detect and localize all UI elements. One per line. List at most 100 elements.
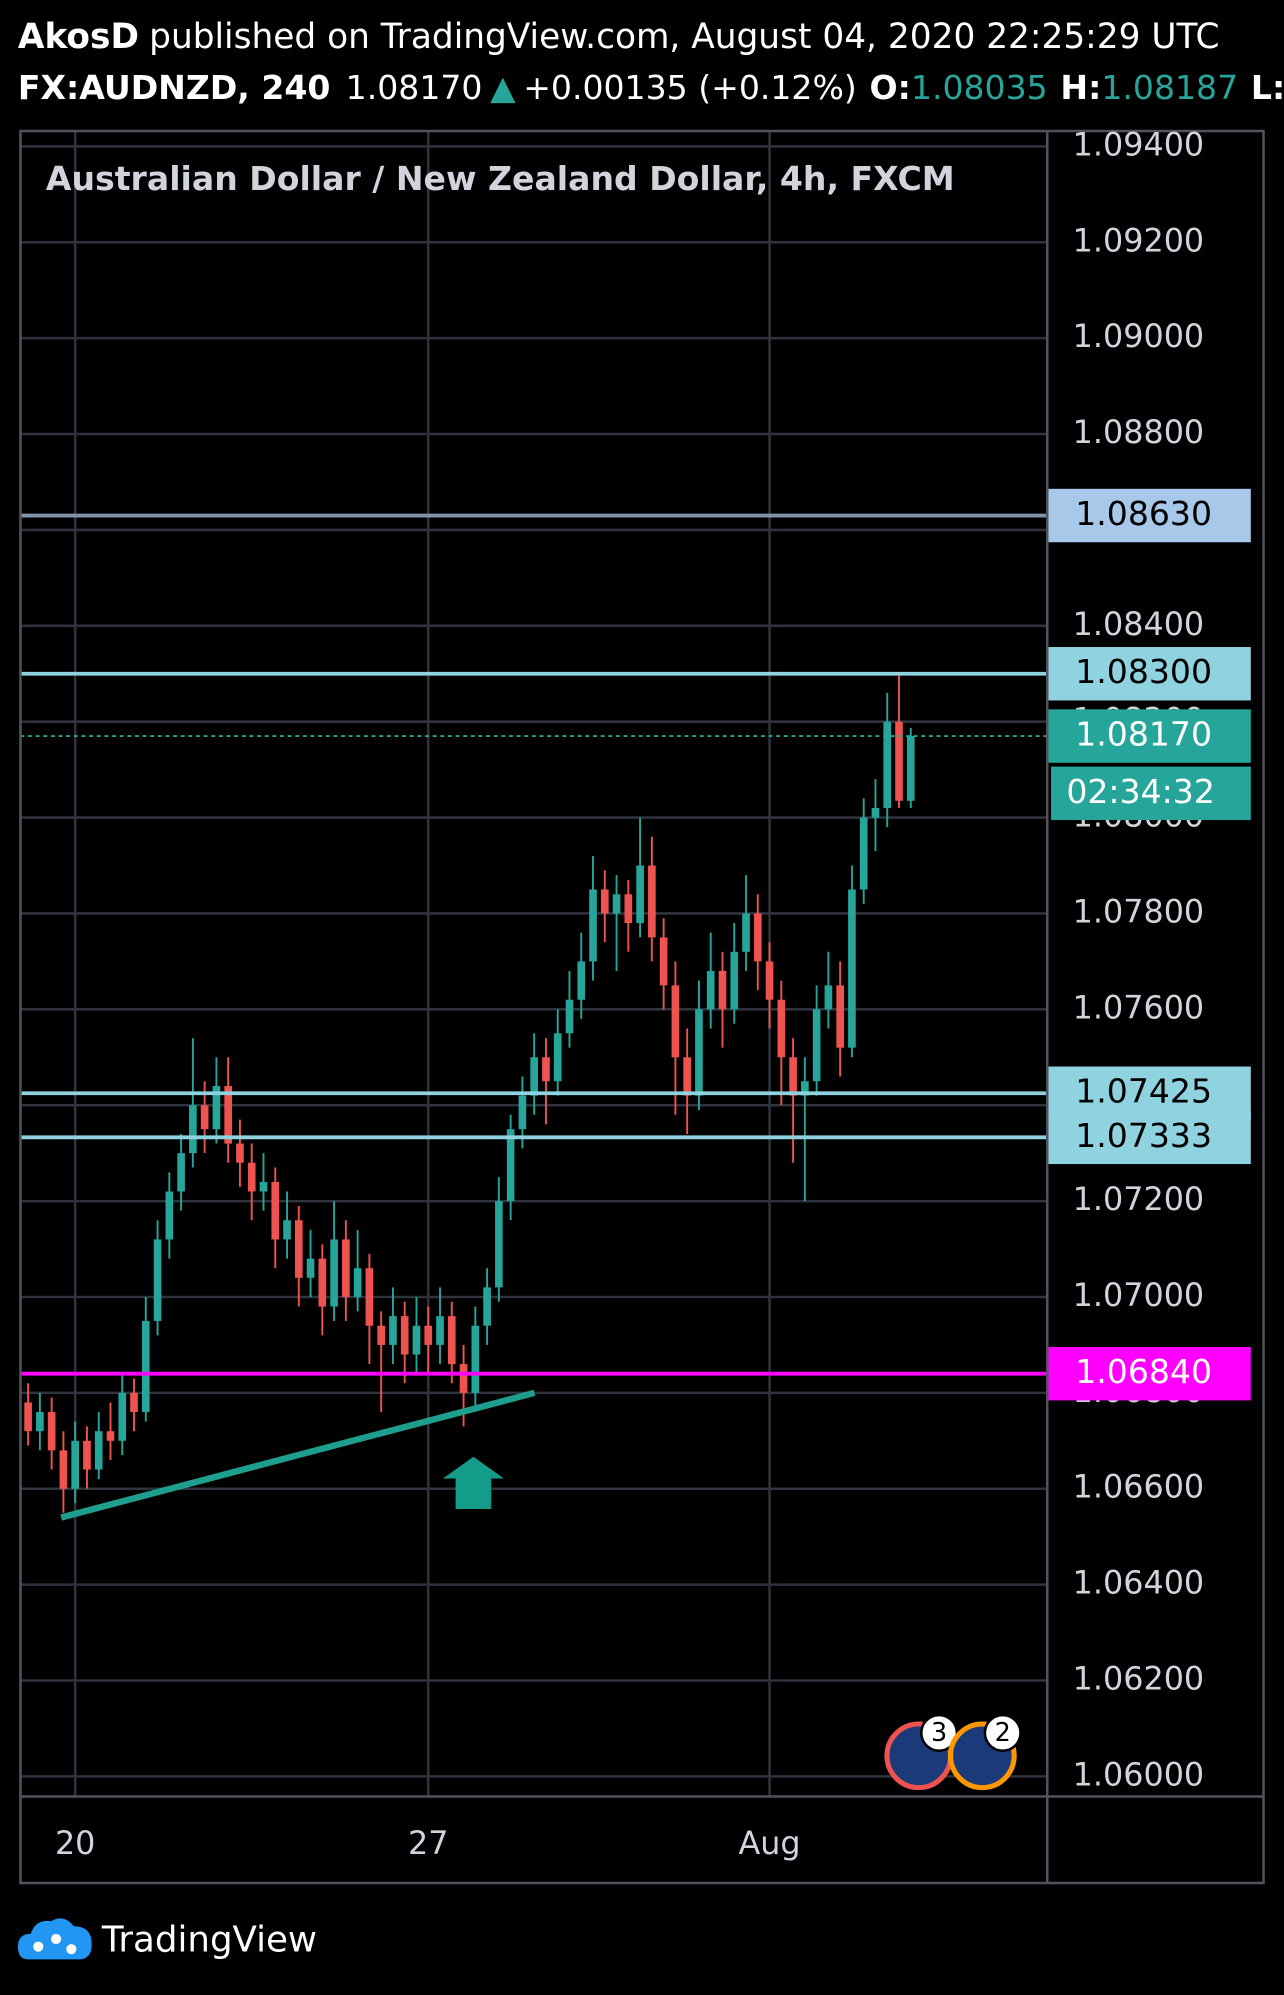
candle-body <box>59 1450 68 1489</box>
candle <box>259 1153 268 1211</box>
candle-body <box>106 1431 115 1441</box>
candle-body <box>895 721 903 801</box>
candle-body <box>400 1316 409 1355</box>
low-label: L: <box>1251 68 1284 107</box>
candle <box>730 923 739 1024</box>
up-arrow: ▲ <box>490 68 516 107</box>
candle-body <box>459 1364 468 1393</box>
y-tick-label: 1.08400 <box>1073 606 1205 643</box>
event-badge <box>983 1713 1022 1752</box>
candle-body <box>753 913 762 962</box>
candle <box>212 1057 221 1144</box>
candle <box>424 1306 433 1374</box>
candle <box>753 894 762 991</box>
candle-body <box>118 1392 127 1441</box>
candle-body <box>141 1320 150 1413</box>
candle-body <box>565 999 574 1034</box>
level-tag-label: 1.07333 <box>1075 1116 1212 1155</box>
level-tag <box>1048 647 1251 701</box>
y-tick-label: 1.07600 <box>1073 989 1205 1026</box>
candle-body <box>212 1086 221 1130</box>
candle-body <box>636 865 644 924</box>
y-tick-label: 1.07000 <box>1073 1277 1205 1314</box>
candle-body <box>518 1095 527 1130</box>
candle-body <box>530 1057 538 1096</box>
candle-body <box>247 1162 256 1192</box>
candle-body <box>342 1239 350 1297</box>
candle <box>577 932 586 1019</box>
candle-body <box>424 1325 433 1345</box>
candle-body <box>330 1239 338 1307</box>
level-tag <box>1048 1110 1251 1165</box>
candle-body <box>389 1316 397 1345</box>
candle-body <box>871 807 880 818</box>
plot-area <box>20 131 1048 1797</box>
candle <box>648 836 656 962</box>
candle <box>777 980 786 1106</box>
candle-body <box>177 1153 185 1192</box>
candle <box>377 1311 385 1413</box>
candle <box>612 875 621 971</box>
candle <box>106 1402 115 1460</box>
candle-body <box>471 1325 480 1393</box>
header-line-2: FX:AUDNZD, 240 1.08170 ▲ +0.00135 (+0.12%) O… <box>18 68 1284 107</box>
candle-body <box>777 999 786 1058</box>
last: 1.08170 <box>346 68 483 107</box>
candle <box>153 1220 162 1336</box>
candle-body <box>47 1412 56 1451</box>
author: AkosD <box>18 17 139 57</box>
candle-body <box>600 889 609 914</box>
y-tick-label: 1.06000 <box>1073 1756 1205 1793</box>
candle-body <box>824 985 833 1010</box>
high-label: H: <box>1060 68 1101 107</box>
candle-body <box>130 1392 138 1413</box>
candle-body <box>742 913 750 952</box>
candle <box>436 1287 444 1365</box>
y-tick-label: 1.09400 <box>1073 126 1205 163</box>
candle-body <box>24 1402 32 1432</box>
candle <box>695 980 703 1111</box>
candle <box>812 985 821 1096</box>
candle <box>742 875 750 971</box>
candle-body <box>612 894 621 914</box>
candle-body <box>294 1220 303 1278</box>
candle <box>906 727 915 808</box>
candle-body <box>365 1268 374 1326</box>
candle-body <box>189 1105 197 1154</box>
countdown-label: 02:34:32 <box>1066 772 1215 811</box>
candle-body <box>706 970 715 1010</box>
candle-body <box>94 1431 103 1470</box>
y-tick-label: 1.06600 <box>1073 1469 1205 1506</box>
candle <box>412 1296 421 1374</box>
candle-body <box>624 894 633 924</box>
candle-body <box>577 961 586 1000</box>
candle-body <box>883 721 892 808</box>
candle <box>848 865 856 1058</box>
candle <box>365 1253 374 1365</box>
candle <box>342 1220 350 1321</box>
candle-body <box>801 1081 809 1096</box>
candle-body <box>718 970 727 1010</box>
candle <box>306 1229 315 1297</box>
candle-body <box>683 1057 691 1096</box>
candle-body <box>318 1258 327 1307</box>
candle <box>59 1431 68 1513</box>
candle <box>318 1244 327 1336</box>
candle-body <box>447 1316 456 1365</box>
candle-body <box>83 1440 91 1470</box>
candle-body <box>765 961 774 1000</box>
candle <box>236 1119 244 1187</box>
candle <box>789 1038 797 1163</box>
candle-body <box>224 1086 232 1144</box>
candle-body <box>659 937 668 986</box>
candle <box>495 1177 503 1302</box>
x-tick-label: 27 <box>408 1825 448 1862</box>
candle <box>36 1392 44 1451</box>
candle-body <box>553 1033 562 1082</box>
frame <box>19 129 1265 1885</box>
candle-body <box>71 1440 79 1489</box>
candle <box>271 1167 280 1269</box>
candle <box>801 1057 809 1202</box>
y-tick-label: 1.09000 <box>1073 318 1205 355</box>
